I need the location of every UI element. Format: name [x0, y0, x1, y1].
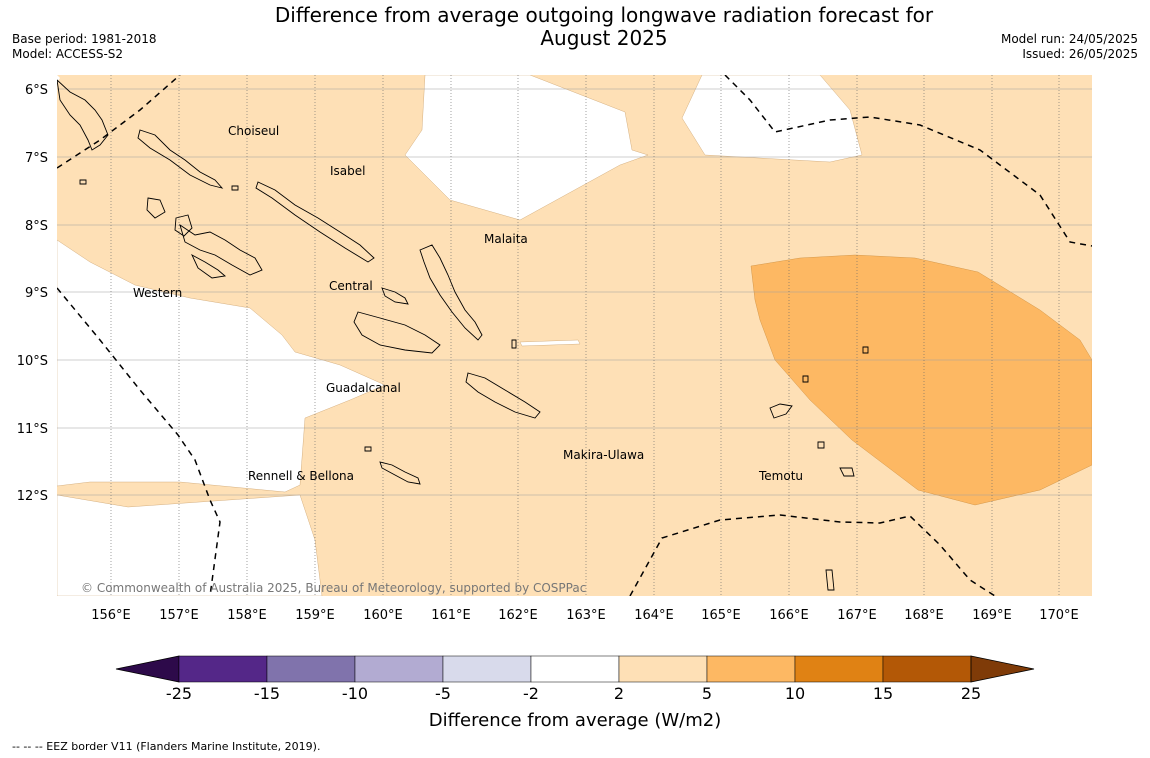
lon-tick-label: 162°E: [498, 608, 538, 623]
region-label-makira-ulawa: Makira-Ulawa: [563, 448, 644, 462]
island-malaita: [419, 244, 483, 341]
title-line-1: Difference from average outgoing longwav…: [274, 3, 934, 27]
lon-tick-label: 170°E: [1039, 608, 1079, 623]
meta-right: Model run: 24/05/2025 Issued: 26/05/2025: [1001, 32, 1138, 62]
base-period: Base period: 1981-2018: [12, 32, 157, 46]
colorbar-tick-label: 2: [614, 684, 624, 703]
lat-gridlines: [57, 88, 1092, 496]
lon-tick-label: 158°E: [227, 608, 267, 623]
lon-tick-label: 168°E: [904, 608, 944, 623]
island-vella-lavella: [146, 197, 166, 219]
island-rendova: [191, 253, 227, 279]
island-santa-cruz: [769, 403, 793, 419]
model-name: Model: ACCESS-S2: [12, 47, 124, 61]
lat-tick-label: 10°S: [17, 354, 48, 369]
lon-tick-label: 161°E: [431, 608, 471, 623]
colorbar-tick-label: -2: [523, 684, 539, 703]
region-label-temotu: Temotu: [758, 469, 803, 483]
lon-tick-label: 157°E: [159, 608, 199, 623]
meta-left: Base period: 1981-2018 Model: ACCESS-S2: [12, 32, 157, 62]
island-rennell: [379, 461, 421, 485]
island-new-georgia: [179, 223, 263, 276]
near-average-region-northeast: [681, 75, 863, 163]
lat-tick-label: 12°S: [17, 489, 48, 504]
island-small-1: [79, 179, 87, 185]
island-florida: [381, 287, 409, 305]
region-label-central: Central: [329, 279, 373, 293]
eez-legend-note: -- -- -- EEZ border V11 (Flanders Marine…: [12, 740, 321, 753]
colorbar-extend-low: [115, 655, 180, 683]
island-small-7: [862, 346, 869, 354]
lon-tick-label: 163°E: [566, 608, 606, 623]
issued-date: Issued: 26/05/2025: [1022, 47, 1138, 61]
colorbar-tick-label: 25: [961, 684, 981, 703]
colorbar-segment: [266, 655, 356, 683]
lat-tick-label: 7°S: [25, 151, 48, 166]
colorbar-segment: [442, 655, 532, 683]
colorbar-tick-label: 15: [873, 684, 893, 703]
region-label-rennell-bellona: Rennell & Bellona: [248, 469, 354, 483]
island-choiseul: [137, 129, 224, 189]
region-label-choiseul: Choiseul: [228, 124, 279, 138]
lon-tick-label: 160°E: [363, 608, 403, 623]
region-label-western: Western: [133, 286, 182, 300]
colorbar-segment: [354, 655, 444, 683]
colorbar: -25 -15 -10 -5 -2 2 5 10 15 25 Differenc…: [115, 655, 1035, 731]
colorbar-tick-label: -25: [166, 684, 192, 703]
lon-tick-label: 156°E: [91, 608, 131, 623]
lat-axis-labels: 6°S 7°S 8°S 9°S 10°S 11°S 12°S: [17, 83, 48, 504]
island-small-5: [825, 569, 835, 591]
coastlines: [57, 79, 869, 591]
island-small-6: [802, 375, 809, 383]
eez-borders: [57, 75, 1092, 596]
colorbar-tick-label: -5: [435, 684, 451, 703]
region-label-guadalcanal: Guadalcanal: [326, 381, 401, 395]
near-average-region-north: [404, 75, 649, 221]
lon-tick-label: 164°E: [634, 608, 674, 623]
colorbar-segment: [882, 655, 972, 683]
near-average-region-small: [519, 339, 581, 347]
map-title: Difference from average outgoing longwav…: [200, 4, 1008, 50]
title-line-2: August 2025: [540, 26, 668, 50]
colorbar-tick-label: 10: [785, 684, 805, 703]
lat-tick-label: 6°S: [25, 83, 48, 98]
colorbar-tick-label: -10: [342, 684, 368, 703]
lon-tick-label: 167°E: [837, 608, 877, 623]
copyright-notice: © Commonwealth of Australia 2025, Bureau…: [81, 581, 586, 595]
island-isabel: [255, 181, 375, 263]
lon-tick-label: 159°E: [295, 608, 335, 623]
colorbar-tick-label: 5: [702, 684, 712, 703]
lon-tick-label: 166°E: [769, 608, 809, 623]
island-vanikoro: [839, 467, 855, 477]
colorbar-segment: [178, 655, 268, 683]
island-utupua: [817, 441, 825, 449]
island-guadalcanal: [353, 311, 441, 354]
island-small-2: [231, 185, 239, 191]
colorbar-extend-high: [970, 655, 1035, 683]
colorbar-tick-label: -15: [254, 684, 280, 703]
island-small-4: [511, 339, 517, 349]
colorbar-segment: [530, 655, 620, 683]
near-average-region-west: [57, 239, 386, 493]
region-label-malaita: Malaita: [484, 232, 528, 246]
lon-tick-label: 169°E: [972, 608, 1012, 623]
island-makira: [465, 372, 541, 419]
lat-tick-label: 11°S: [17, 422, 48, 437]
island-kolombangara: [174, 214, 193, 237]
colorbar-segment: [706, 655, 796, 683]
lat-tick-label: 9°S: [25, 286, 48, 301]
lat-tick-label: 8°S: [25, 219, 48, 234]
lon-axis-labels: 156°E 157°E 158°E 159°E 160°E 161°E 162°…: [91, 608, 1079, 623]
island-bougainville: [57, 79, 109, 151]
model-run: Model run: 24/05/2025: [1000, 32, 1138, 46]
lon-tick-label: 165°E: [701, 608, 741, 623]
island-small-3: [364, 446, 372, 452]
region-label-isabel: Isabel: [330, 164, 365, 178]
anomaly-region-5-10: [750, 254, 1092, 506]
colorbar-title: Difference from average (W/m2): [429, 710, 721, 731]
map-area: Choiseul Isabel Malaita Western Central …: [57, 75, 1092, 596]
colorbar-segment: [618, 655, 708, 683]
colorbar-segment: [794, 655, 884, 683]
